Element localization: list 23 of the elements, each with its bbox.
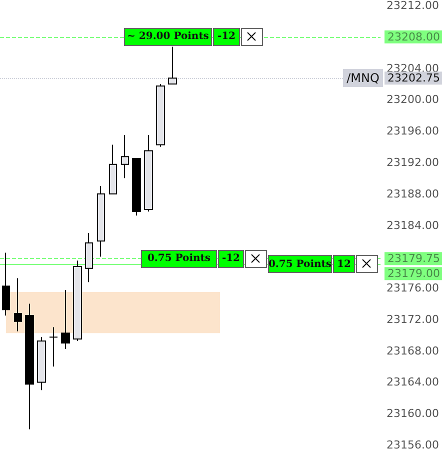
y-tick-label: 23196.00: [386, 124, 440, 138]
y-tick-label: 23168.00: [386, 344, 440, 358]
y-tick-label: 23200.00: [386, 93, 440, 106]
ref-line-label: 23179.75: [388, 252, 440, 266]
y-tick-label: 23160.00: [386, 407, 440, 420]
ref-line-label: 23208.00: [388, 30, 440, 44]
y-tick-label: 23156.00: [386, 438, 440, 452]
y-tick-label: 23164.00: [386, 376, 440, 389]
y-tick-label: 23172.00: [386, 312, 440, 326]
annotation: 0.75 Points: [141, 250, 217, 268]
annotation: 12: [333, 255, 355, 274]
annotation: /MNQ: [343, 69, 383, 88]
annotation: -12: [218, 250, 244, 268]
ref-line-label: 23202.75: [388, 72, 440, 85]
annotation: -12: [213, 28, 240, 46]
y-tick-label: 23184.00: [386, 218, 440, 232]
y-tick-label: 23188.00: [386, 187, 440, 200]
y-tick-label: 23192.00: [386, 156, 440, 169]
y-tick-label: 23176.00: [386, 282, 440, 295]
ref-line-label: 23179.00: [388, 267, 440, 280]
annotation: ~ 29.00 Points: [124, 28, 212, 46]
annotation: 0.75 Points: [268, 255, 332, 274]
y-tick-label: 23212.00: [386, 0, 440, 12]
